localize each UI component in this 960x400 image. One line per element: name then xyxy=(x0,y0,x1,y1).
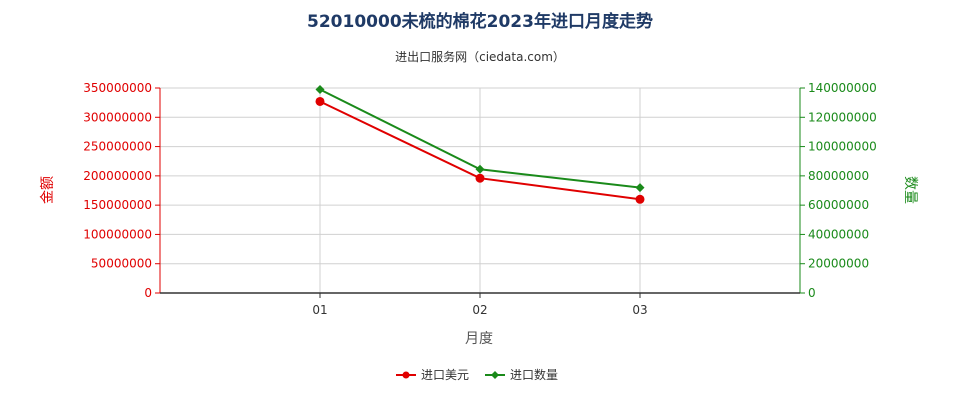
x-axis-title: 月度 xyxy=(465,331,493,347)
chart-subtitle: 进出口服务网（ciedata.com） xyxy=(395,49,565,64)
series-layer xyxy=(315,84,645,204)
left-tick-label: 350000000 xyxy=(83,81,152,95)
x-tick-label: 02 xyxy=(472,303,487,317)
data-point-amount xyxy=(315,96,325,106)
x-tick-label: 03 xyxy=(632,303,647,317)
right-tick-label: 60000000 xyxy=(808,198,869,212)
left-tick-label: 100000000 xyxy=(83,227,152,241)
left-tick-label: 150000000 xyxy=(83,198,152,212)
right-axis-title: 数量 xyxy=(902,176,918,204)
right-tick-label: 80000000 xyxy=(808,169,869,183)
data-point-quantity xyxy=(635,183,645,193)
data-point-amount xyxy=(475,173,485,183)
left-tick-label: 0 xyxy=(144,286,152,300)
right-tick-label: 20000000 xyxy=(808,257,869,271)
right-tick-label: 40000000 xyxy=(808,227,869,241)
legend-quantity-label: 进口数量 xyxy=(510,367,558,382)
grid xyxy=(160,87,801,293)
data-point-amount xyxy=(635,194,645,204)
left-tick-label: 250000000 xyxy=(83,140,152,154)
legend-amount-label: 进口美元 xyxy=(421,368,469,382)
legend-item-quantity[interactable]: 进口数量 xyxy=(485,367,558,382)
chart-title: 52010000未梳的棉花2023年进口月度走势 xyxy=(307,11,653,32)
right-tick-label: 120000000 xyxy=(808,110,877,124)
ticks: 0 0 50000000 20000000 100000000 40000000 15000… xyxy=(83,81,876,317)
right-tick-label: 140000000 xyxy=(808,81,877,95)
legend-amount-marker xyxy=(402,371,410,379)
data-point-quantity xyxy=(315,84,325,94)
legend: 进口美元 进口数量 xyxy=(396,367,558,382)
left-tick-label: 300000000 xyxy=(83,110,152,124)
x-tick-label: 01 xyxy=(312,303,327,317)
data-point-quantity xyxy=(475,164,485,174)
legend-item-amount[interactable]: 进口美元 xyxy=(396,368,469,382)
legend-quantity-marker xyxy=(491,371,499,379)
right-tick-label: 0 xyxy=(808,286,816,300)
right-tick-label: 100000000 xyxy=(808,140,877,154)
left-tick-label: 50000000 xyxy=(91,257,152,271)
left-axis-title: 金额 xyxy=(40,176,56,204)
left-tick-label: 200000000 xyxy=(83,169,152,183)
